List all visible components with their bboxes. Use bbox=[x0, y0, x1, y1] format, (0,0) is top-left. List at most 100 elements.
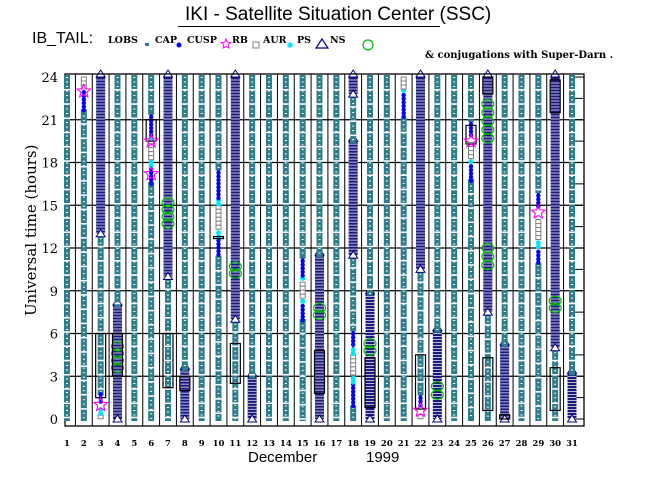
lobs-mark bbox=[200, 81, 203, 83]
lobs-mark bbox=[537, 382, 540, 384]
segment-ps bbox=[180, 369, 190, 419]
lobs-mark bbox=[116, 207, 119, 209]
lobs-mark bbox=[301, 338, 304, 340]
lobs-mark bbox=[234, 409, 237, 411]
lobs-mark bbox=[183, 297, 186, 299]
lobs-hour-mark bbox=[181, 174, 188, 176]
lobs-mark bbox=[133, 225, 136, 227]
lobs-mark bbox=[537, 310, 540, 312]
lobs-hour-mark bbox=[198, 131, 205, 134]
lobs-mark bbox=[82, 264, 85, 266]
lobs-mark bbox=[200, 234, 203, 236]
lobs-mark bbox=[200, 342, 203, 344]
x-tick-label: 8 bbox=[182, 439, 188, 449]
lobs-hour-mark bbox=[367, 131, 373, 134]
lobs-mark bbox=[217, 347, 220, 349]
lobs-mark bbox=[150, 201, 153, 203]
lobs-mark bbox=[301, 415, 304, 417]
lobs-mark bbox=[335, 221, 338, 222]
lobs-hour-mark bbox=[518, 188, 525, 191]
lobs-mark bbox=[217, 135, 220, 137]
lobs-mark bbox=[571, 86, 573, 87]
lobs-mark bbox=[99, 328, 102, 330]
lobs-hour-mark bbox=[232, 402, 239, 404]
lobs-hour-mark bbox=[181, 288, 188, 290]
lobs-mark bbox=[150, 350, 153, 352]
aur-asterisk bbox=[350, 351, 356, 357]
lobs-mark bbox=[470, 194, 472, 196]
lobs-mark bbox=[268, 378, 270, 380]
lobs-mark bbox=[486, 402, 489, 404]
lobs-mark bbox=[183, 90, 186, 92]
lobs-mark bbox=[402, 412, 405, 414]
lobs-mark bbox=[150, 323, 153, 325]
lobs-mark bbox=[133, 320, 136, 321]
lobs-hour-mark bbox=[468, 207, 474, 209]
lobs-mark bbox=[234, 341, 237, 343]
lobs-mark bbox=[520, 176, 523, 177]
lobs-mark bbox=[335, 81, 338, 83]
lobs-hour-mark bbox=[535, 319, 542, 322]
lobs-mark bbox=[268, 86, 270, 87]
lobs-mark bbox=[453, 108, 456, 110]
lobs-mark bbox=[133, 135, 136, 137]
lobs-mark bbox=[436, 279, 439, 281]
lobs-hour-mark bbox=[131, 103, 138, 105]
lobs-mark bbox=[200, 257, 203, 258]
lobs-mark bbox=[268, 338, 270, 339]
lobs-mark bbox=[503, 306, 506, 308]
lobs-hour-mark bbox=[569, 231, 575, 233]
lobs-mark bbox=[453, 342, 456, 344]
lobs-hour-mark bbox=[501, 131, 508, 134]
lobs-mark bbox=[251, 77, 254, 78]
lobs-mark bbox=[217, 406, 220, 408]
lobs-mark bbox=[133, 365, 136, 366]
lobs-mark bbox=[82, 241, 85, 243]
lobs-hour-mark bbox=[383, 302, 390, 305]
lobs-mark bbox=[369, 194, 371, 195]
lobs-hour-mark bbox=[569, 103, 575, 105]
lobs-mark bbox=[571, 239, 573, 240]
lobs-mark bbox=[251, 176, 254, 177]
lobs-mark bbox=[402, 214, 405, 216]
lobs-mark bbox=[251, 122, 254, 123]
lobs-mark bbox=[402, 322, 405, 324]
cap-dot bbox=[418, 399, 423, 404]
lobs-mark bbox=[453, 149, 456, 150]
lobs-mark bbox=[571, 153, 573, 155]
super-darn-circle bbox=[312, 302, 327, 313]
lobs-hour-mark bbox=[569, 131, 575, 134]
ps-top-triangle bbox=[415, 69, 426, 78]
lobs-mark bbox=[150, 363, 153, 365]
lobs-mark bbox=[537, 368, 540, 370]
lobs-mark bbox=[150, 408, 153, 410]
lobs-mark bbox=[133, 405, 136, 407]
ps-bottom-triangle bbox=[415, 264, 426, 273]
lobs-mark bbox=[402, 362, 405, 364]
cap-dot bbox=[300, 262, 305, 267]
lobs-mark bbox=[251, 369, 254, 371]
lobs-mark bbox=[571, 131, 573, 132]
lobs-hour-mark bbox=[434, 260, 441, 262]
lobs-mark bbox=[99, 265, 102, 267]
lobs-mark bbox=[82, 412, 85, 414]
rb-square bbox=[80, 76, 87, 82]
lobs-mark bbox=[537, 144, 540, 146]
lobs-hour-mark bbox=[97, 260, 104, 262]
lobs-mark bbox=[183, 131, 186, 132]
lobs-mark bbox=[99, 310, 102, 312]
lobs-mark bbox=[66, 248, 68, 249]
lobs-mark bbox=[503, 302, 506, 303]
cap-dot bbox=[536, 200, 541, 205]
lobs-mark bbox=[335, 270, 338, 272]
lobs-hour-mark bbox=[198, 274, 205, 276]
lobs-hour-mark bbox=[417, 295, 424, 298]
lobs-mark bbox=[301, 198, 304, 200]
lobs-mark bbox=[284, 81, 287, 83]
lobs-hour-mark bbox=[181, 103, 188, 105]
lobs-mark bbox=[251, 320, 254, 321]
lobs-hour-mark bbox=[400, 402, 407, 404]
lobs-mark bbox=[99, 368, 102, 370]
super-darn-circle bbox=[110, 348, 125, 359]
lobs-mark bbox=[436, 252, 439, 254]
